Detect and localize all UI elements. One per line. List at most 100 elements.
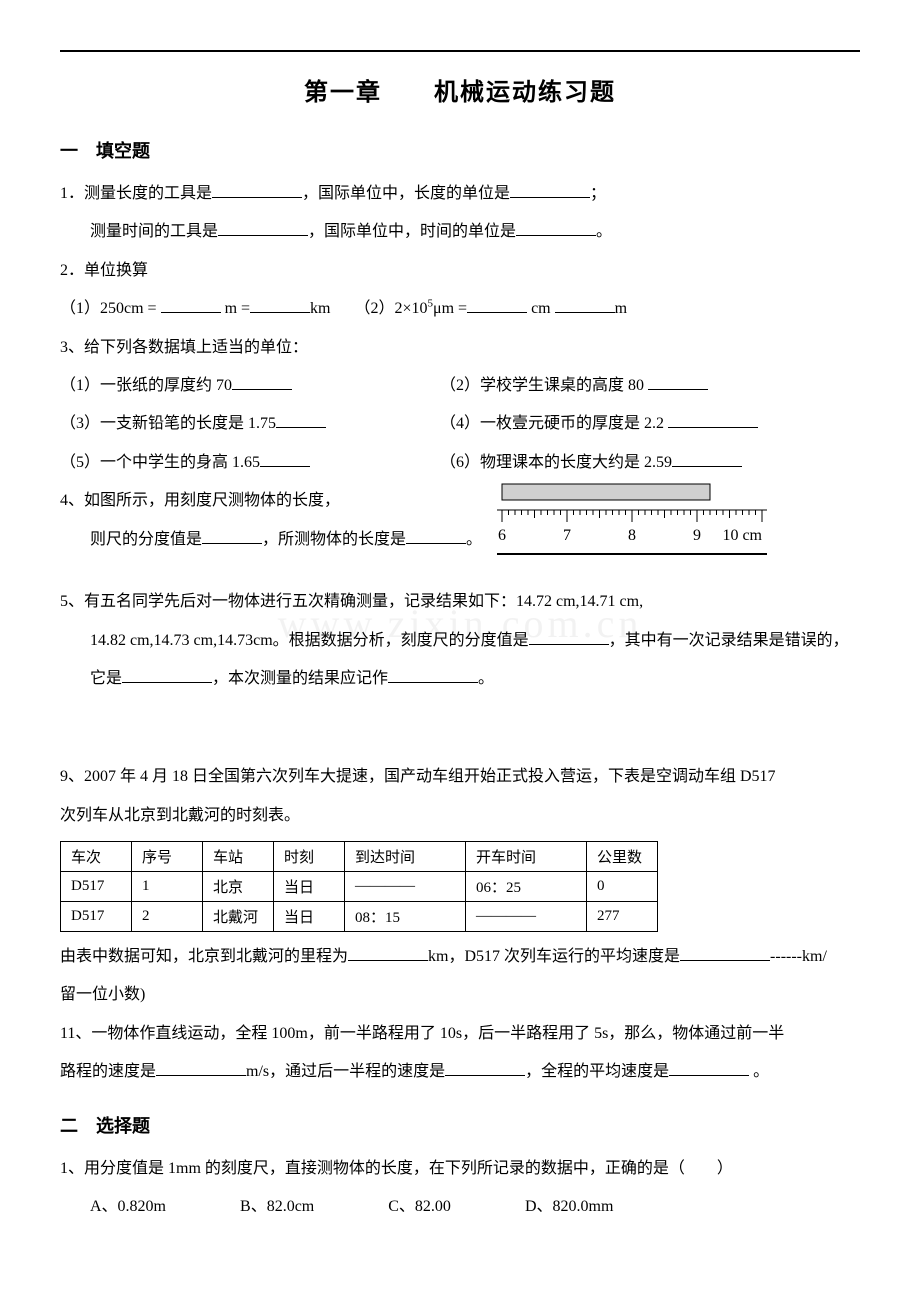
q3-head: 3、给下列各数据填上适当的单位： (60, 329, 860, 367)
ruler-svg: 6 7 8 9 10 cm (492, 482, 772, 562)
q11-d: ，全程的平均速度是 (525, 1063, 669, 1080)
train-timetable: 车次序号车站时刻到达时间开车时间公里数D5171北京当日————06：250D5… (60, 841, 658, 932)
q2-sub: （1）250cm = m =km （2）2×105μm = cm m (60, 290, 860, 328)
q2-2-blank2 (555, 294, 615, 313)
mc1-c: C、82.00 (388, 1188, 451, 1226)
q1-text-f: 。 (596, 223, 612, 240)
q2-1-blank2 (250, 294, 310, 313)
table-header-cell: 车站 (203, 842, 274, 872)
q5-blank1 (529, 626, 609, 645)
table-cell: ———— (466, 902, 587, 932)
q2-2-blank1 (467, 294, 527, 313)
table-cell: 北戴河 (203, 902, 274, 932)
table-header-cell: 时刻 (274, 842, 345, 872)
svg-text:10 cm: 10 cm (723, 527, 763, 544)
q3-2: （2）学校学生课桌的高度 80 (440, 377, 644, 394)
q4-line1: 4、如图所示，用刻度尺测物体的长度， (60, 482, 482, 520)
q2-1b: m = (225, 300, 250, 317)
table-row: D5171北京当日————06：250 (61, 872, 658, 902)
q11-line2: 路程的速度是m/s，通过后一半程的速度是，全程的平均速度是 。 (60, 1053, 860, 1091)
mc1-d: D、820.0mm (525, 1188, 613, 1226)
q1-text-a: 1．测量长度的工具是 (60, 185, 212, 202)
q3-row1: （1）一张纸的厚度约 70 （2）学校学生课桌的高度 80 (60, 367, 860, 405)
q1-text-d: 测量时间的工具是 (90, 223, 218, 240)
q9-c: 由表中数据可知，北京到北戴河的里程为 (60, 948, 348, 965)
q4-blank2 (406, 525, 466, 544)
svg-text:9: 9 (693, 527, 701, 544)
q4-row: 4、如图所示，用刻度尺测物体的长度， 则尺的分度值是，所测物体的长度是。 678… (60, 482, 860, 567)
table-cell: 0 (587, 872, 658, 902)
table-cell: 2 (132, 902, 203, 932)
table-cell: 06：25 (466, 872, 587, 902)
q3-4: （4）一枚壹元硬币的厚度是 2.2 (440, 415, 664, 432)
svg-text:6: 6 (498, 527, 506, 544)
table-cell: 08：15 (345, 902, 466, 932)
q3-5-blank (260, 448, 310, 467)
q3-5: （5）一个中学生的身高 1.65 (60, 454, 260, 471)
q3-6-blank (672, 448, 742, 467)
table-cell: 当日 (274, 872, 345, 902)
q5-e: 。 (478, 670, 494, 687)
table-header-cell: 序号 (132, 842, 203, 872)
q9-line3: 由表中数据可知，北京到北戴河的里程为km，D517 次列车运行的平均速度是---… (60, 938, 860, 976)
q1-text-c: ； (590, 185, 606, 202)
page-title: 第一章 机械运动练习题 (60, 72, 860, 107)
q11-blank3 (669, 1057, 749, 1076)
q3-4-blank (668, 409, 758, 428)
q2-1c: km (310, 300, 330, 317)
q4-line2: 则尺的分度值是，所测物体的长度是。 (60, 521, 482, 559)
q1-blank3 (218, 217, 308, 236)
mc1-a: A、0.820m (90, 1188, 166, 1226)
q11-blank2 (445, 1057, 525, 1076)
table-cell: D517 (61, 872, 132, 902)
q5-blank2 (122, 664, 212, 683)
q11-blank1 (156, 1057, 246, 1076)
table-header-cell: 开车时间 (466, 842, 587, 872)
q3-1-blank (232, 371, 292, 390)
q3-2-blank (648, 371, 708, 390)
table-cell: 277 (587, 902, 658, 932)
section-fill-blank: 一 填空题 (60, 137, 860, 163)
q3-6: （6）物理课本的长度大约是 2.59 (440, 454, 672, 471)
q1-line2: 测量时间的工具是，国际单位中，时间的单位是。 (60, 213, 860, 251)
q2-1-blank1 (161, 294, 221, 313)
mc1-b: B、82.0cm (240, 1188, 314, 1226)
q4-blank1 (202, 525, 262, 544)
q2-2a: （2）2×10 (355, 300, 428, 317)
ruler-figure: 6 7 8 9 10 cm (492, 482, 772, 567)
q2-head: 2．单位换算 (60, 252, 860, 290)
q1-blank2 (510, 179, 590, 198)
table-cell: D517 (61, 902, 132, 932)
q3-row3: （5）一个中学生的身高 1.65 （6）物理课本的长度大约是 2.59 (60, 444, 860, 482)
section-choice: 二 选择题 (60, 1112, 860, 1138)
q1-blank4 (516, 217, 596, 236)
svg-text:7: 7 (563, 527, 571, 544)
q9-line1: 9、2007 年 4 月 18 日全国第六次列车大提速，国产动车组开始正式投入营… (60, 758, 860, 796)
table-header-cell: 公里数 (587, 842, 658, 872)
q5-b: 14.82 cm,14.73 cm,14.73cm。根据数据分析，刻度尺的分度值… (90, 632, 529, 649)
q3-3: （3）一支新铅笔的长度是 1.75 (60, 415, 276, 432)
q11-e: 。 (753, 1063, 769, 1080)
q4-d: 。 (466, 531, 482, 548)
table-header-cell: 车次 (61, 842, 132, 872)
q9-line2: 次列车从北京到北戴河的时刻表。 (60, 797, 860, 835)
q4-c: ，所测物体的长度是 (262, 531, 406, 548)
mc1-stem: 1、用分度值是 1mm 的刻度尺，直接测物体的长度，在下列所记录的数据中，正确的… (60, 1150, 860, 1188)
q3-1: （1）一张纸的厚度约 70 (60, 377, 232, 394)
q5-line1: 5、有五名同学先后对一物体进行五次精确测量，记录结果如下：14.72 cm,14… (60, 583, 860, 621)
q5-d: ，本次测量的结果应记作 (212, 670, 388, 687)
table-cell: 当日 (274, 902, 345, 932)
q5-line2: 14.82 cm,14.73 cm,14.73cm。根据数据分析，刻度尺的分度值… (60, 622, 860, 699)
q3-3-blank (276, 409, 326, 428)
q9-blank2 (680, 942, 770, 961)
table-cell: 北京 (203, 872, 274, 902)
q2-1a: （1）250cm = (60, 300, 157, 317)
q9-d: km，D517 次列车运行的平均速度是 (428, 948, 680, 965)
table-cell: ———— (345, 872, 466, 902)
top-border (60, 50, 860, 52)
svg-text:8: 8 (628, 527, 636, 544)
q1-text-b: ，国际单位中，长度的单位是 (302, 185, 510, 202)
q9-line4: 留一位小数) (60, 976, 860, 1014)
q11-c: m/s，通过后一半程的速度是 (246, 1063, 445, 1080)
q1-blank1 (212, 179, 302, 198)
